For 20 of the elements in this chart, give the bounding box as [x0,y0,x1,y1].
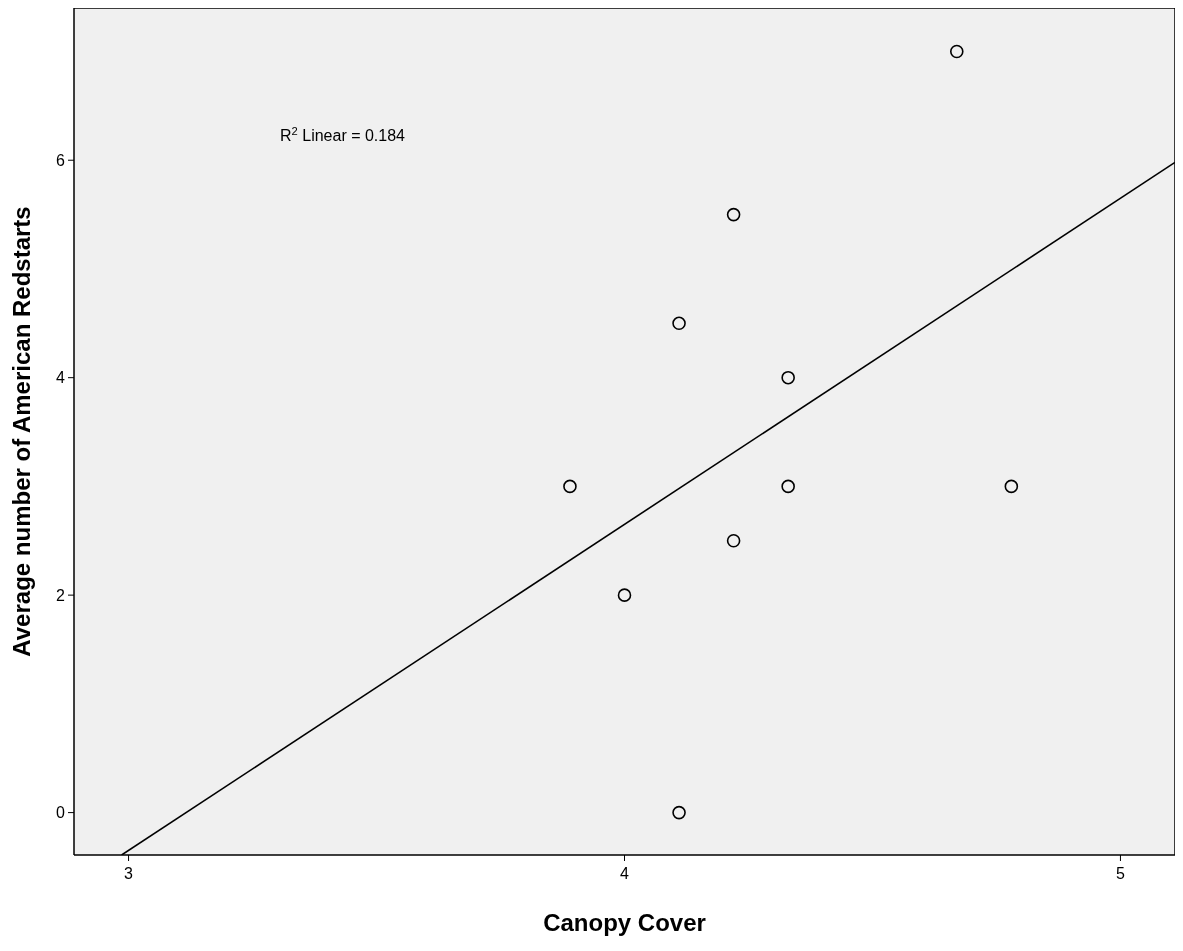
y-tick-label: 4 [56,369,66,387]
point [672,316,686,331]
y-tick-label: 2 [56,586,66,604]
annotation: R$^{2}$ Linear = 0.184 [280,125,406,144]
x-tick-label: 3 [124,865,134,882]
point [617,588,632,602]
y-tick-label: 0 [56,804,66,822]
point [949,44,964,59]
x-axis-title: Canopy Cover [543,909,706,936]
point [563,479,577,494]
y-tick-label: 6 [56,151,66,169]
point [672,805,686,820]
point [726,533,741,548]
point [781,370,795,385]
point [781,479,795,494]
x-tick-label: 4 [620,865,630,882]
point [726,207,741,222]
y-axis-title: Average number of American Redstarts [8,206,35,657]
point [1004,479,1019,494]
x-tick-label: 5 [1115,865,1125,882]
